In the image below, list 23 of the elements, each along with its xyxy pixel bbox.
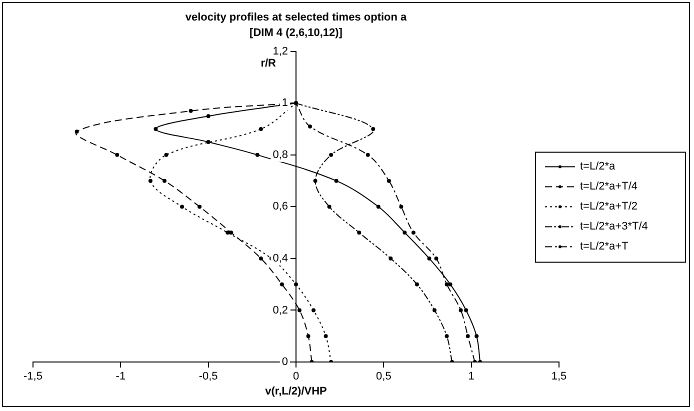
x-tick-label: -1,5 [24, 370, 42, 383]
x-tick-label: 1,5 [551, 370, 567, 383]
legend-label: t=L/2*a [580, 160, 616, 173]
chart-title: velocity profiles at selected times option a [185, 12, 408, 24]
x-tick-label: 1 [468, 370, 474, 383]
y-tick-label: 0,4 [272, 252, 288, 264]
y-tick-label: 1 [282, 97, 288, 110]
y-tick-label: 0,6 [272, 200, 288, 213]
x-tick-label: -0,5 [198, 370, 218, 383]
x-tick-label: 0,5 [376, 370, 392, 383]
chart-subtitle: [DIM 4 (2,6,10,12)] [250, 26, 343, 39]
y-tick-label: 1,2 [272, 45, 288, 58]
legend-label: t=L/2*a+T [580, 240, 629, 253]
x-tick-label: -1 [116, 370, 126, 383]
y-tick-label: 0,2 [272, 304, 288, 316]
legend-label: t=L/2*a+3*T/4 [580, 220, 648, 233]
legend-label: t=L/2*a+T/4 [580, 180, 638, 193]
legend-label: t=L/2*a+T/2 [580, 200, 638, 213]
x-tick-label: 0 [292, 370, 300, 383]
x-axis-title: v(r,L/2)/VHP [265, 386, 327, 398]
y-axis-title: r/R [260, 57, 276, 70]
y-tick-label: 0 [282, 356, 288, 368]
y-tick-label: 0,8 [272, 148, 288, 161]
